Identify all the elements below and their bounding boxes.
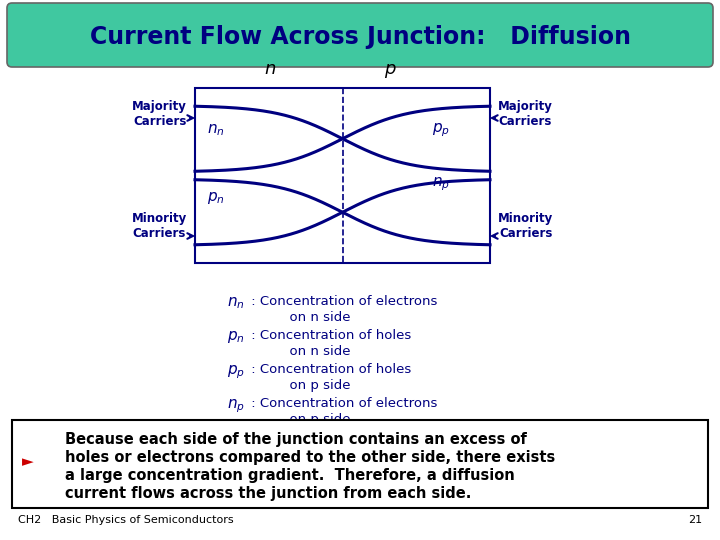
Text: : Concentration of holes: : Concentration of holes	[247, 363, 411, 376]
Text: on n side: on n side	[247, 345, 351, 358]
Text: on n side: on n side	[247, 311, 351, 324]
Text: $p_n$: $p_n$	[228, 329, 245, 345]
Text: a large concentration gradient.  Therefore, a diffusion: a large concentration gradient. Therefor…	[65, 468, 515, 483]
Text: $n_p$: $n_p$	[227, 397, 245, 415]
Text: $n_p$: $n_p$	[432, 175, 450, 193]
Text: $p_n$: $p_n$	[207, 190, 225, 206]
Bar	[195, 88, 490, 263]
Text: ►: ►	[22, 455, 34, 469]
Text: $p_p$: $p_p$	[227, 363, 245, 381]
Text: p: p	[384, 60, 396, 78]
Text: Minority
Carriers: Minority Carriers	[498, 212, 553, 240]
Text: CH2   Basic Physics of Semiconductors: CH2 Basic Physics of Semiconductors	[18, 515, 233, 525]
Text: holes or electrons compared to the other side, there exists: holes or electrons compared to the other…	[65, 450, 555, 465]
Text: $n_n$: $n_n$	[228, 295, 245, 310]
Text: Majority
Carriers: Majority Carriers	[132, 100, 187, 128]
Text: : Concentration of electrons: : Concentration of electrons	[247, 295, 437, 308]
Text: : Concentration of holes: : Concentration of holes	[247, 329, 411, 342]
Text: $n_n$: $n_n$	[207, 122, 225, 138]
Bar	[12, 420, 708, 508]
Text: current flows across the junction from each side.: current flows across the junction from e…	[65, 486, 472, 501]
Text: : Concentration of electrons: : Concentration of electrons	[247, 397, 437, 410]
Text: Minority
Carriers: Minority Carriers	[132, 212, 187, 240]
Text: $p_p$: $p_p$	[432, 121, 450, 139]
Text: 21: 21	[688, 515, 702, 525]
Text: on p side: on p side	[247, 413, 351, 426]
Text: on p side: on p side	[247, 379, 351, 392]
Text: Majority
Carriers: Majority Carriers	[498, 100, 553, 128]
Text: Current Flow Across Junction:   Diffusion: Current Flow Across Junction: Diffusion	[89, 25, 631, 49]
Text: Because each side of the junction contains an excess of: Because each side of the junction contai…	[65, 432, 527, 447]
Text: n: n	[264, 60, 276, 78]
FancyBboxPatch shape	[7, 3, 713, 67]
